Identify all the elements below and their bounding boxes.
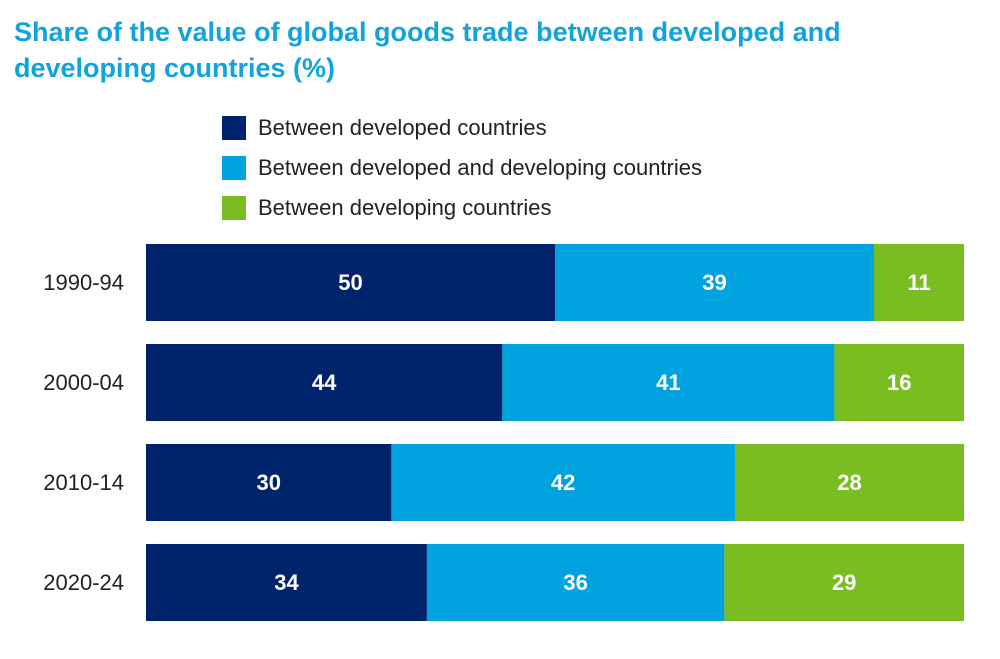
bar-value-label: 29: [832, 570, 856, 595]
legend-label: Between developing countries: [258, 195, 552, 220]
bar-segment: [426, 544, 725, 621]
bar-segment: [146, 244, 555, 321]
category-tick-label: 2020-24: [43, 570, 124, 595]
bar-value-label: 50: [338, 270, 362, 295]
bar-segment: [146, 544, 427, 621]
bar-segment: [555, 244, 875, 321]
bar-segment: [146, 344, 503, 421]
bar-value-label: 11: [907, 270, 930, 295]
bar-segment: [874, 244, 964, 321]
bar-segment: [724, 544, 964, 621]
bar-segment: [146, 444, 392, 521]
bar-value-label: 42: [551, 470, 575, 495]
legend-item: Between developing countries: [222, 188, 702, 228]
bar-segment: [391, 444, 735, 521]
category-tick-label: 2000-04: [43, 370, 124, 395]
bar-value-label: 39: [702, 270, 726, 295]
legend-item: Between developed countries: [222, 108, 702, 148]
bar-value-label: 16: [887, 370, 911, 395]
bar-value-label: 28: [837, 470, 861, 495]
bar-segment: [502, 344, 835, 421]
legend-swatch: [222, 196, 246, 220]
legend-swatch: [222, 116, 246, 140]
legend-label: Between developed countries: [258, 115, 547, 140]
category-tick-label: 2010-14: [43, 470, 124, 495]
bar-segment: [834, 344, 964, 421]
chart-title: Share of the value of global goods trade…: [14, 17, 841, 83]
category-tick-label: 1990-94: [43, 270, 124, 295]
bar-segment: [734, 444, 964, 521]
legend-item: Between developed and developing countri…: [222, 148, 702, 188]
legend: Between developed countries Between devel…: [222, 108, 702, 228]
legend-swatch: [222, 156, 246, 180]
bar-value-label: 44: [312, 370, 337, 395]
bar-value-label: 41: [656, 370, 680, 395]
bar-value-label: 34: [274, 570, 299, 595]
bar-value-label: 36: [563, 570, 587, 595]
bar-value-label: 30: [256, 470, 280, 495]
legend-label: Between developed and developing countri…: [258, 155, 702, 180]
